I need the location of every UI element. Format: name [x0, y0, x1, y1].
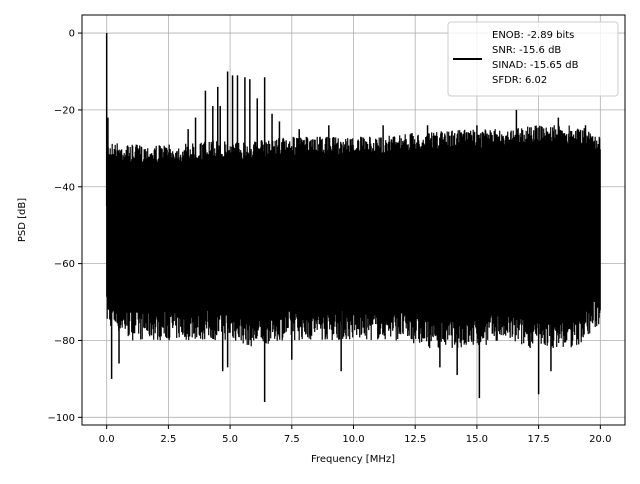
y-tick-label: −20 [54, 105, 75, 116]
x-tick-label: 5.0 [222, 434, 238, 445]
legend-entry: SNR: -15.6 dB [492, 45, 561, 56]
y-axis: 0 −20 −40 −60 −80 −100 [48, 29, 82, 424]
x-tick-label: 20.0 [589, 434, 611, 445]
x-tick-label: 2.5 [160, 434, 176, 445]
x-axis-label: Frequency [MHz] [311, 454, 395, 465]
x-tick-label: 12.5 [404, 434, 426, 445]
legend-box [447, 21, 619, 97]
legend-entry: SINAD: -15.65 dB [492, 60, 579, 71]
plot-area [105, 33, 601, 402]
y-tick-label: −80 [54, 336, 75, 347]
legend: ENOB: -2.89 bits SNR: -15.6 dB SINAD: -1… [447, 21, 619, 97]
y-tick-label: −100 [48, 413, 75, 424]
x-tick-label: 10.0 [342, 434, 364, 445]
legend-entry: ENOB: -2.89 bits [492, 30, 574, 41]
x-tick-label: 0.0 [99, 434, 115, 445]
psd-trace [106, 125, 601, 349]
y-tick-label: 0 [69, 29, 75, 40]
y-tick-label: −60 [54, 259, 75, 270]
x-axis: 0.0 2.5 5.0 7.5 10.0 12.5 15.0 17.5 20.0 [99, 425, 611, 445]
y-tick-label: −40 [54, 182, 75, 193]
x-tick-label: 17.5 [527, 434, 549, 445]
y-axis-label: PSD [dB] [17, 198, 28, 242]
x-tick-label: 7.5 [284, 434, 300, 445]
legend-entry: SFDR: 6.02 [492, 75, 547, 86]
x-tick-label: 15.0 [466, 434, 488, 445]
